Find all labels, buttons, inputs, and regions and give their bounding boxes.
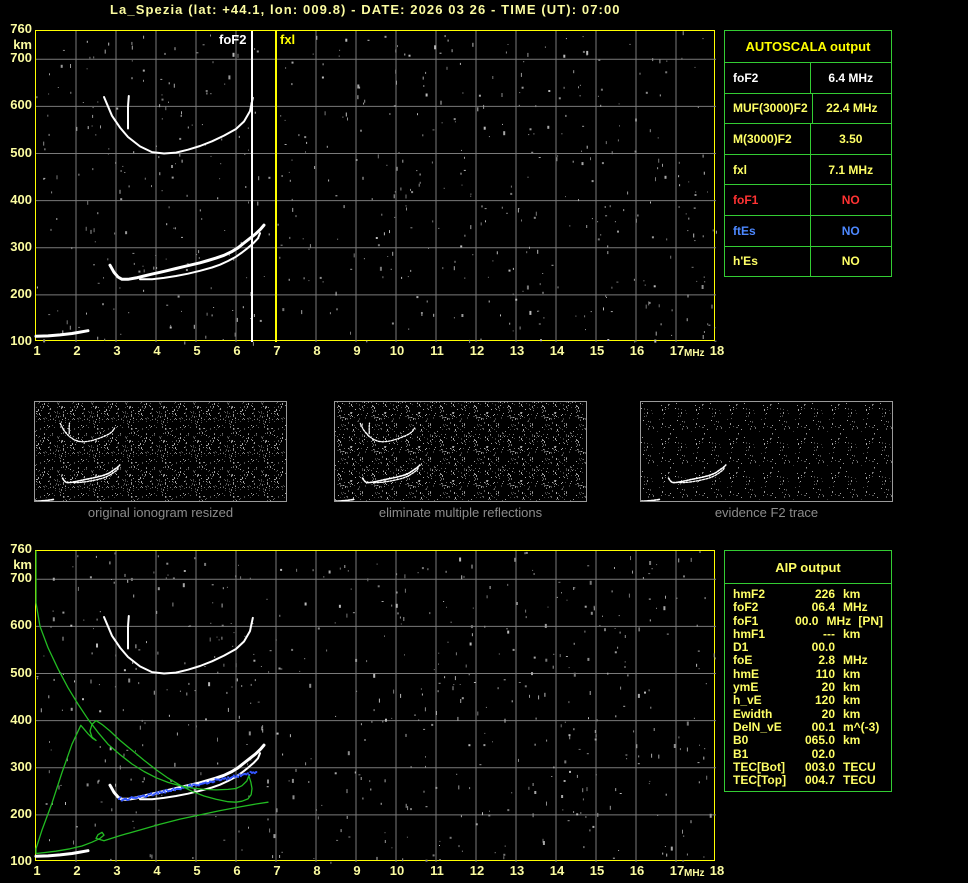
svg-text:foF2: foF2 xyxy=(219,32,246,47)
svg-text:fxl: fxl xyxy=(280,32,295,47)
